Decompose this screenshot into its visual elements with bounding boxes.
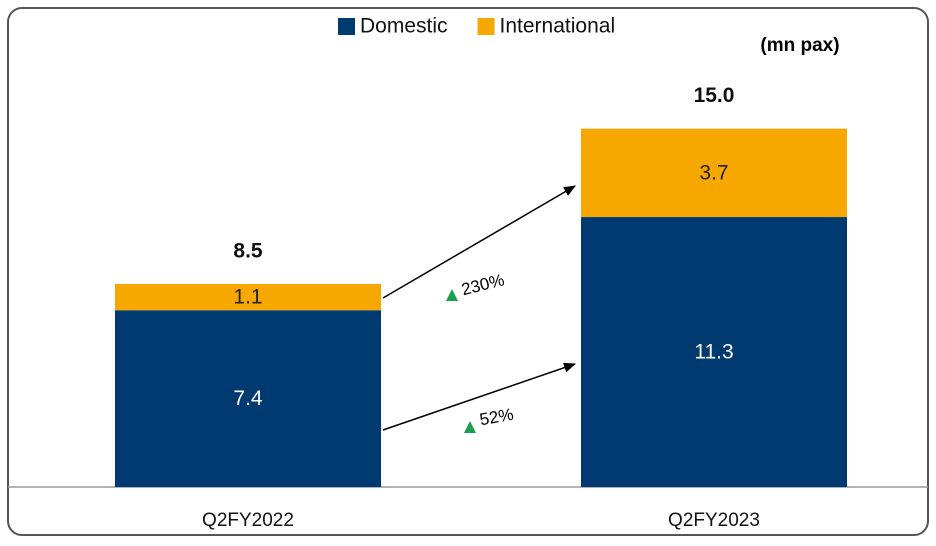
- total-label: 15.0: [694, 84, 735, 107]
- value-label: 1.1: [233, 286, 262, 309]
- total-label: 8.5: [233, 239, 263, 262]
- arrow: [382, 185, 576, 299]
- unit-label: (mn pax): [760, 35, 839, 56]
- arrow: [382, 362, 576, 431]
- bar-segment: [115, 310, 381, 487]
- legend-label: International: [500, 15, 616, 38]
- bar-segment: [115, 283, 381, 311]
- up-triangle: [464, 421, 476, 433]
- value-label: 3.7: [699, 161, 728, 184]
- x-tick-label: Q2FY2022: [202, 510, 294, 531]
- legend-swatch: [477, 18, 495, 35]
- value-label: 7.4: [233, 387, 263, 410]
- bar-segment: [581, 217, 847, 488]
- legend-swatch: [338, 18, 355, 35]
- legend-label: Domestic: [360, 15, 448, 38]
- up-triangle: [446, 289, 458, 301]
- x-tick-label: Q2FY2023: [668, 510, 760, 531]
- value-label: 11.3: [694, 341, 733, 364]
- bar-segment: [581, 128, 847, 218]
